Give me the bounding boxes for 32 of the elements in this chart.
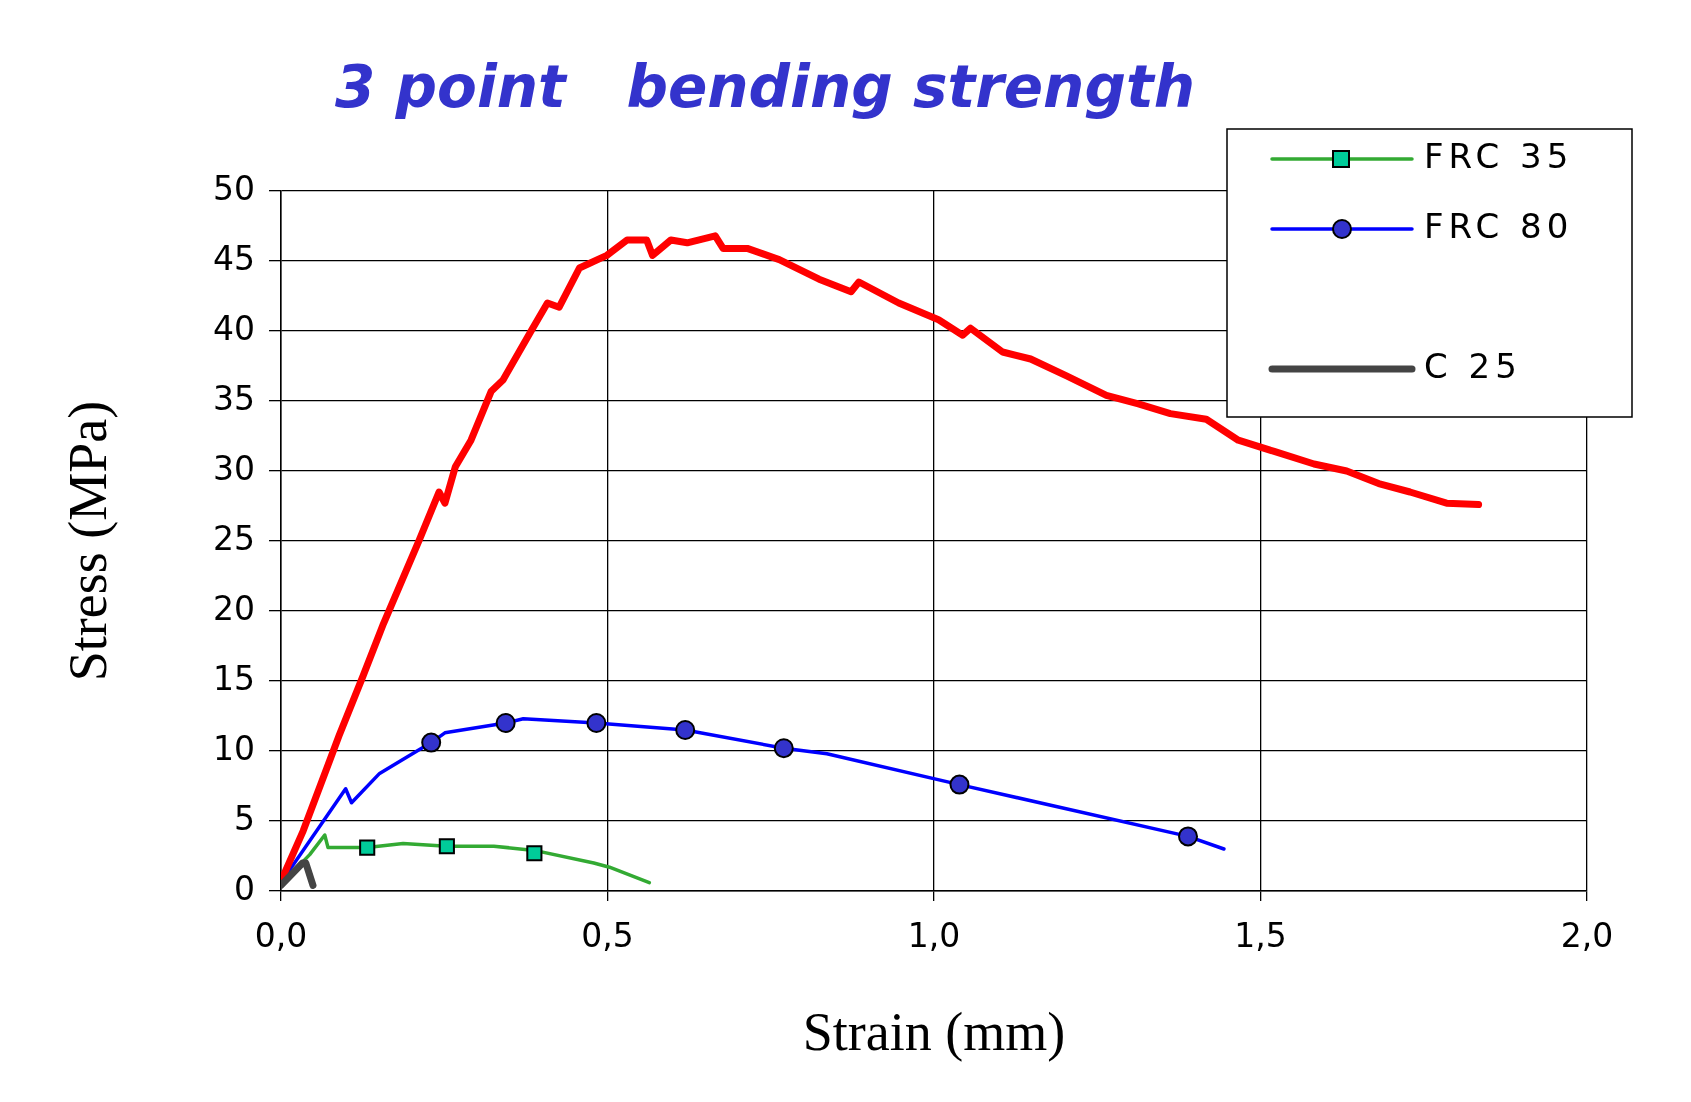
point bbox=[675, 720, 696, 740]
x-tick-label: 0,5 bbox=[581, 916, 634, 956]
y-tick-label: 45 bbox=[213, 238, 255, 278]
y-tick-label: 40 bbox=[213, 308, 255, 348]
x-tick-label: 2,0 bbox=[1560, 916, 1614, 956]
point bbox=[495, 713, 516, 733]
y-axis-title: Stress (MPa) bbox=[57, 400, 118, 682]
point bbox=[949, 774, 970, 795]
point bbox=[586, 713, 607, 733]
point bbox=[1178, 826, 1199, 847]
y-tick-label: 25 bbox=[213, 518, 255, 558]
y-tick-label: 35 bbox=[213, 378, 255, 418]
y-tick-label: 10 bbox=[213, 728, 255, 768]
point bbox=[421, 732, 442, 753]
point bbox=[438, 838, 455, 855]
point bbox=[773, 738, 794, 759]
x-tick-label: 0,0 bbox=[254, 916, 308, 956]
point bbox=[526, 845, 543, 862]
chart-title: 3 point bending strength bbox=[335, 53, 1195, 122]
y-tick-label: 20 bbox=[213, 588, 255, 628]
legend-label: FRC 80 bbox=[1424, 205, 1574, 246]
y-tick-label: 0 bbox=[234, 868, 255, 908]
y-tick-label: 5 bbox=[234, 798, 255, 838]
y-tick-label: 15 bbox=[213, 658, 255, 698]
x-axis-title: Strain (mm) bbox=[802, 1001, 1066, 1062]
y-tick-label: 50 bbox=[213, 168, 255, 208]
x-tick-label: 1,5 bbox=[1234, 916, 1287, 956]
y-tick-label: 30 bbox=[213, 448, 255, 488]
point bbox=[359, 839, 376, 856]
x-tick-label: 1,0 bbox=[907, 916, 961, 956]
legend-label: FRC 35 bbox=[1424, 135, 1574, 176]
legend-label: C 25 bbox=[1424, 345, 1522, 386]
